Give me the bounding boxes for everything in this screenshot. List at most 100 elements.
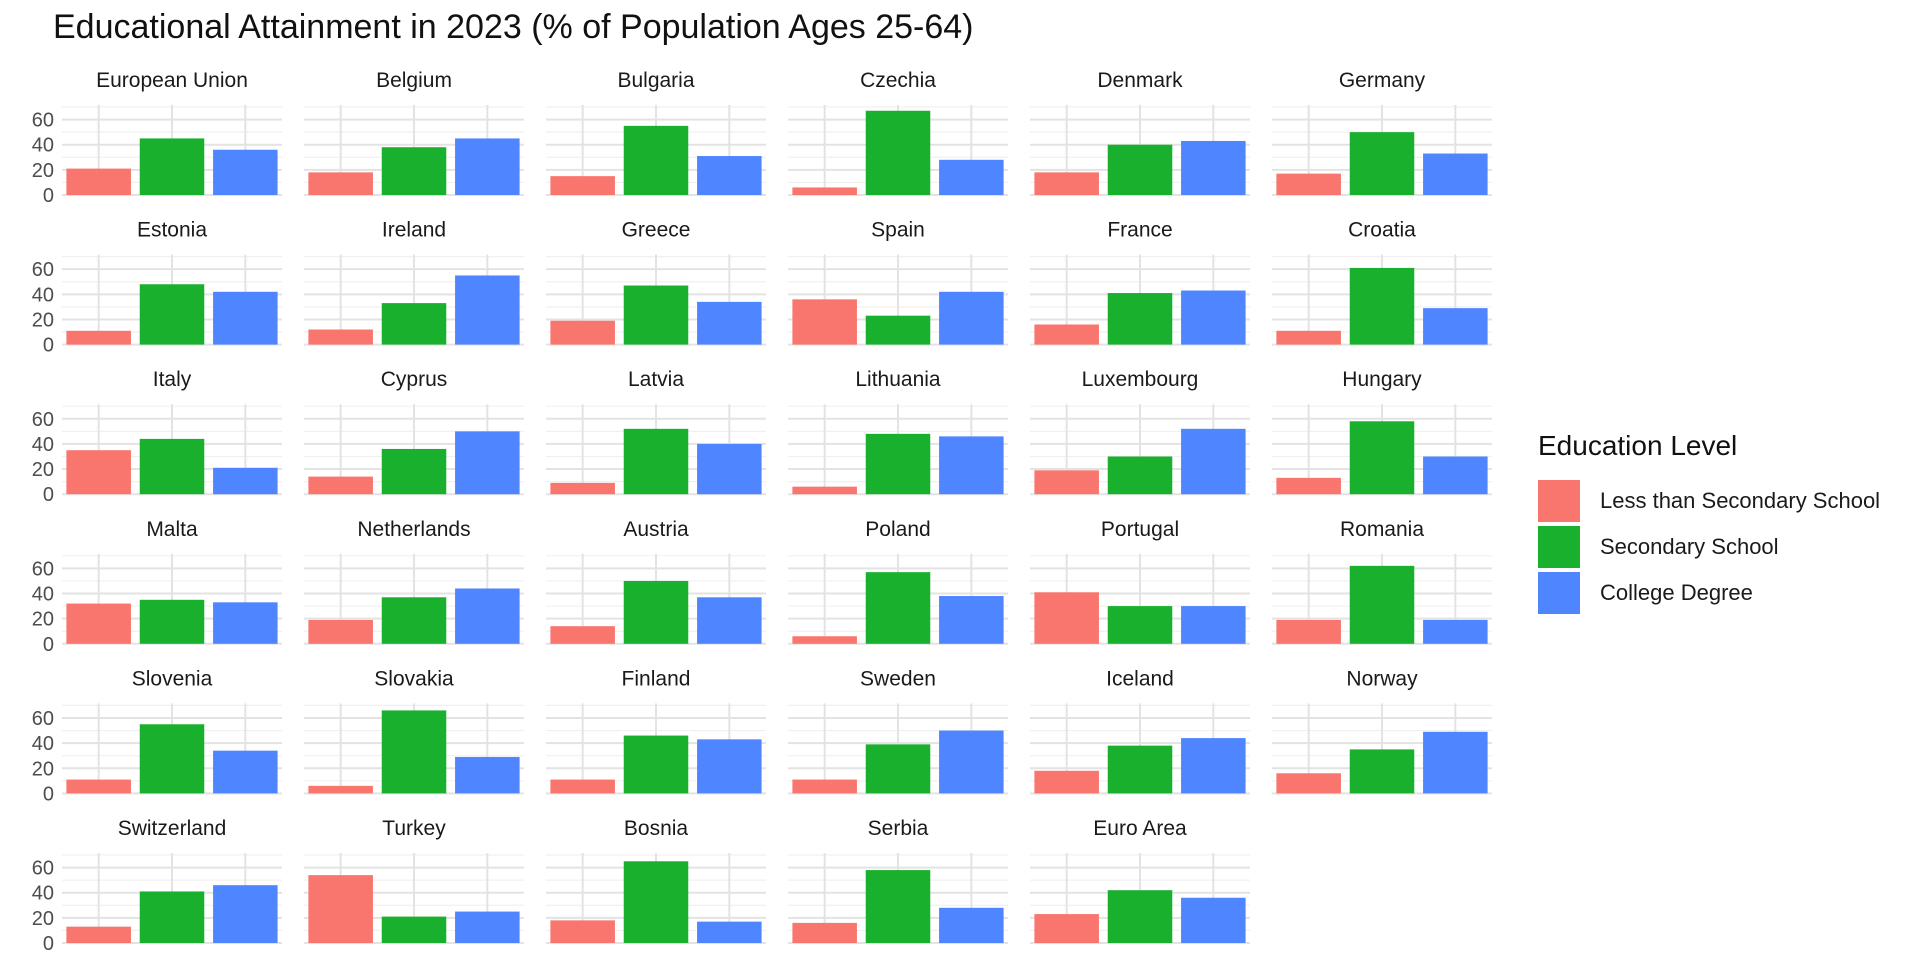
facet-luxembourg: Luxembourg	[1030, 368, 1250, 496]
bar-less-than-secondary	[1276, 330, 1341, 345]
bar-college	[939, 159, 1004, 195]
bar-college	[1423, 731, 1488, 794]
facet-title: Spain	[871, 219, 925, 242]
bar-less-than-secondary	[308, 875, 373, 943]
bar-college	[1181, 428, 1246, 495]
facet-title: European Union	[96, 69, 248, 92]
bar-college	[1181, 738, 1246, 794]
bar-secondary	[865, 870, 931, 943]
bar-less-than-secondary	[550, 779, 615, 794]
bar-less-than-secondary	[1034, 770, 1099, 794]
facet-norway: Norway	[1272, 667, 1492, 795]
facet-title: Turkey	[382, 817, 446, 840]
bar-secondary	[1349, 749, 1415, 794]
bar-secondary	[381, 710, 447, 794]
bar-less-than-secondary	[308, 172, 373, 195]
y-tick-label: 60	[32, 409, 54, 431]
bar-secondary	[865, 433, 931, 495]
bar-less-than-secondary	[792, 486, 857, 495]
facet-european-union: European Union 0 20 40 60	[32, 69, 282, 207]
facet-title: Serbia	[868, 817, 929, 840]
y-tick-label: 0	[43, 933, 54, 955]
facet-title: Iceland	[1106, 667, 1174, 690]
bar-less-than-secondary	[308, 329, 373, 345]
facet-belgium: Belgium	[304, 69, 524, 196]
bar-less-than-secondary	[1034, 914, 1099, 943]
y-tick-label: 0	[43, 484, 54, 506]
legend-title: Education Level	[1538, 430, 1738, 461]
y-tick-label: 40	[32, 733, 54, 755]
bar-less-than-secondary	[550, 320, 615, 345]
bar-less-than-secondary	[792, 922, 857, 943]
facet-title: Norway	[1346, 667, 1418, 690]
legend-label: Secondary School	[1600, 534, 1779, 559]
bar-secondary	[1349, 565, 1415, 644]
facet-sweden: Sweden	[788, 667, 1008, 795]
y-tick-label: 60	[32, 708, 54, 730]
legend-swatch-college	[1538, 572, 1580, 614]
bar-college	[1181, 606, 1246, 644]
bar-college	[1423, 619, 1488, 644]
facet-title: Germany	[1339, 69, 1426, 92]
bar-secondary	[381, 448, 447, 495]
bar-secondary	[1107, 293, 1173, 345]
facet-title: Slovenia	[132, 667, 213, 690]
facet-germany: Germany	[1272, 69, 1492, 196]
legend-swatch-secondary	[1538, 526, 1580, 568]
bar-secondary	[623, 580, 689, 644]
bar-less-than-secondary	[308, 785, 373, 794]
bar-less-than-secondary	[792, 299, 857, 345]
facet-ireland: Ireland	[304, 219, 524, 346]
facet-hungary: Hungary	[1272, 368, 1492, 496]
y-tick-label: 20	[32, 160, 54, 182]
bar-less-than-secondary	[1276, 173, 1341, 195]
y-tick-label: 40	[32, 135, 54, 157]
bar-secondary	[139, 284, 205, 345]
facet-title: Bulgaria	[617, 69, 694, 92]
facet-portugal: Portugal	[1030, 518, 1250, 645]
bar-college	[939, 907, 1004, 943]
facet-title: Croatia	[1348, 219, 1416, 242]
bar-less-than-secondary	[792, 187, 857, 195]
bar-college	[1181, 140, 1246, 195]
bar-secondary	[1107, 606, 1173, 644]
facet-euro-area: Euro Area	[1030, 817, 1250, 944]
bar-secondary	[139, 438, 205, 495]
bar-less-than-secondary	[1034, 324, 1099, 345]
bar-college	[213, 149, 278, 195]
facet-title: Lithuania	[855, 368, 941, 391]
y-tick-label: 20	[32, 609, 54, 631]
y-tick-label: 60	[32, 259, 54, 281]
bar-college	[939, 596, 1004, 644]
bar-secondary	[1107, 456, 1173, 495]
legend-swatch-less-than-secondary	[1538, 480, 1580, 522]
bar-college	[213, 291, 278, 345]
facet-slovakia: Slovakia	[304, 667, 524, 795]
bar-college	[455, 431, 520, 495]
bar-less-than-secondary	[66, 450, 131, 495]
legend-item-less-than-secondary: Less than Secondary School	[1538, 478, 1880, 524]
facet-cyprus: Cyprus	[304, 368, 524, 496]
bar-college	[213, 602, 278, 644]
bar-less-than-secondary	[308, 476, 373, 495]
bar-less-than-secondary	[66, 168, 131, 195]
facet-italy: Italy 0 20 40 60	[32, 368, 282, 506]
bar-college	[939, 436, 1004, 495]
bar-less-than-secondary	[308, 619, 373, 644]
facet-bosnia: Bosnia	[546, 817, 766, 944]
bar-less-than-secondary	[792, 779, 857, 794]
facet-austria: Austria	[546, 518, 766, 645]
bar-less-than-secondary	[1034, 592, 1099, 644]
bar-secondary	[381, 916, 447, 943]
bar-secondary	[865, 572, 931, 644]
facet-czechia: Czechia	[788, 69, 1008, 196]
bar-less-than-secondary	[66, 603, 131, 644]
facet-title: Austria	[623, 518, 689, 541]
facet-switzerland: Switzerland 0 20 40 60	[32, 817, 282, 955]
y-tick-label: 60	[32, 858, 54, 880]
legend-label: College Degree	[1600, 580, 1753, 605]
faceted-bar-chart: European Union 0 20 40 60 Belgium Bulgaria Czec…	[32, 69, 1492, 955]
bar-secondary	[139, 891, 205, 943]
bar-less-than-secondary	[550, 176, 615, 195]
bar-college	[213, 467, 278, 495]
